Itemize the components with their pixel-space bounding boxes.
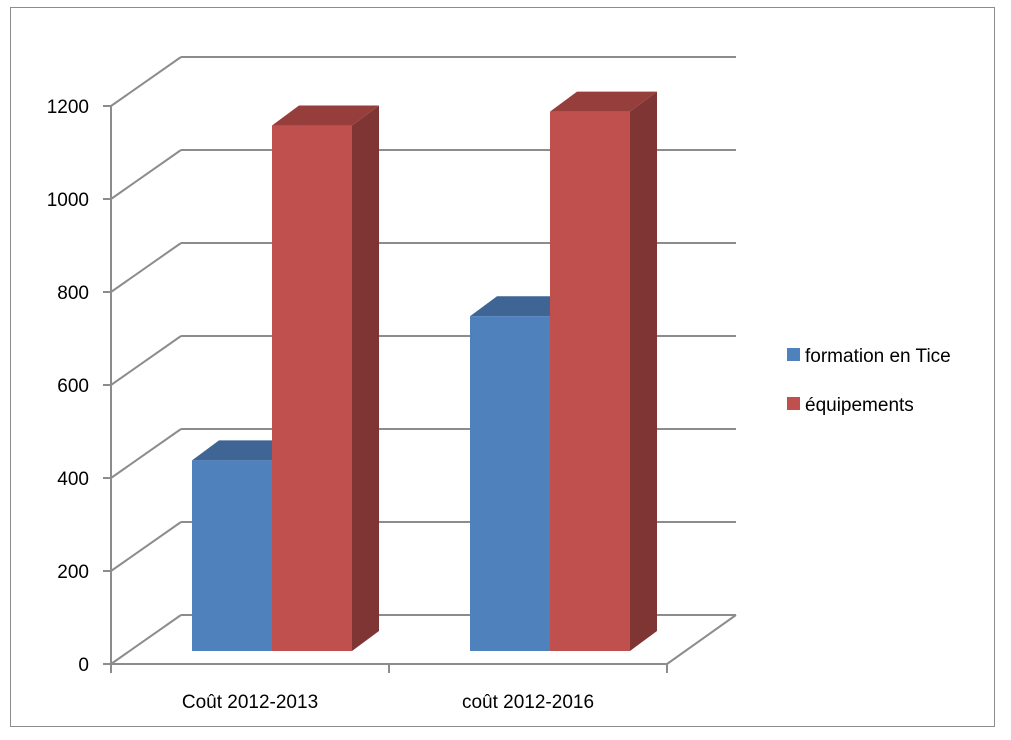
legend-swatch <box>787 397 800 410</box>
y-tick-label: 1000 <box>47 190 89 211</box>
legend-item: formation en Tice <box>787 346 951 367</box>
bars <box>192 91 657 652</box>
bar <box>272 105 379 652</box>
y-tick-label: 200 <box>57 562 89 583</box>
legend-label: formation en Tice <box>805 346 951 367</box>
x-axis-ticks: Coût 2012-2013 coût 2012-2016 <box>110 664 668 713</box>
legend-swatch <box>787 348 800 361</box>
y-tick: 200 <box>57 562 111 583</box>
x-tick-label: coût 2012-2016 <box>462 692 594 713</box>
y-tick: 800 <box>57 283 111 304</box>
y-tick-label: 1200 <box>47 97 89 118</box>
legend: formation en Tice équipements <box>787 346 951 416</box>
gridline <box>110 56 736 107</box>
y-tick: 0 <box>78 655 111 676</box>
y-tick: 400 <box>57 469 111 490</box>
legend-item: équipements <box>787 395 914 416</box>
y-tick-label: 0 <box>78 655 89 676</box>
legend-label: équipements <box>805 395 914 416</box>
y-tick: 1000 <box>47 190 111 211</box>
bar <box>550 91 657 652</box>
y-tick-label: 600 <box>57 376 89 397</box>
y-tick: 1200 <box>47 97 111 118</box>
y-tick: 600 <box>57 376 111 397</box>
y-tick-label: 400 <box>57 469 89 490</box>
y-axis-ticks: 0 200 400 600 800 1000 1200 <box>47 97 111 676</box>
y-tick-label: 800 <box>57 283 89 304</box>
x-tick-label: Coût 2012-2013 <box>182 692 318 713</box>
